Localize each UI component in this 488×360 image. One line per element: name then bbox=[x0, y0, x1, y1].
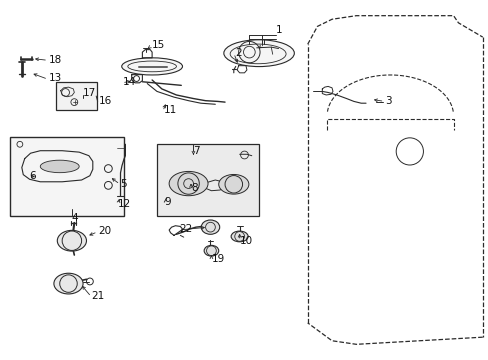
Text: 14: 14 bbox=[122, 77, 136, 87]
Text: 3: 3 bbox=[385, 96, 391, 107]
Text: 8: 8 bbox=[191, 183, 197, 193]
Ellipse shape bbox=[218, 175, 248, 194]
Text: 16: 16 bbox=[99, 96, 112, 107]
FancyBboxPatch shape bbox=[56, 82, 97, 111]
Polygon shape bbox=[22, 151, 93, 182]
Text: 7: 7 bbox=[193, 146, 200, 156]
Text: 21: 21 bbox=[91, 291, 104, 301]
Text: 15: 15 bbox=[152, 40, 165, 50]
Ellipse shape bbox=[169, 171, 207, 196]
Text: 17: 17 bbox=[83, 88, 96, 98]
Text: 2: 2 bbox=[234, 48, 241, 58]
Text: 12: 12 bbox=[118, 199, 131, 209]
FancyBboxPatch shape bbox=[157, 144, 259, 216]
Text: 11: 11 bbox=[164, 105, 177, 115]
Text: 1: 1 bbox=[276, 25, 282, 35]
Ellipse shape bbox=[54, 273, 83, 294]
Text: 5: 5 bbox=[120, 179, 127, 189]
Text: 4: 4 bbox=[72, 212, 79, 222]
Ellipse shape bbox=[203, 246, 218, 256]
Text: 19: 19 bbox=[211, 254, 224, 264]
Ellipse shape bbox=[231, 231, 247, 242]
Text: 20: 20 bbox=[99, 226, 112, 236]
Ellipse shape bbox=[201, 220, 219, 234]
Ellipse shape bbox=[224, 40, 294, 67]
Text: 22: 22 bbox=[179, 224, 192, 234]
Text: 6: 6 bbox=[30, 171, 36, 181]
FancyBboxPatch shape bbox=[10, 137, 124, 216]
Text: 18: 18 bbox=[48, 55, 61, 65]
Ellipse shape bbox=[57, 230, 86, 251]
Ellipse shape bbox=[40, 160, 79, 173]
Text: 10: 10 bbox=[239, 236, 252, 246]
Ellipse shape bbox=[122, 58, 182, 75]
Text: 13: 13 bbox=[49, 73, 62, 83]
Text: 9: 9 bbox=[164, 197, 170, 207]
